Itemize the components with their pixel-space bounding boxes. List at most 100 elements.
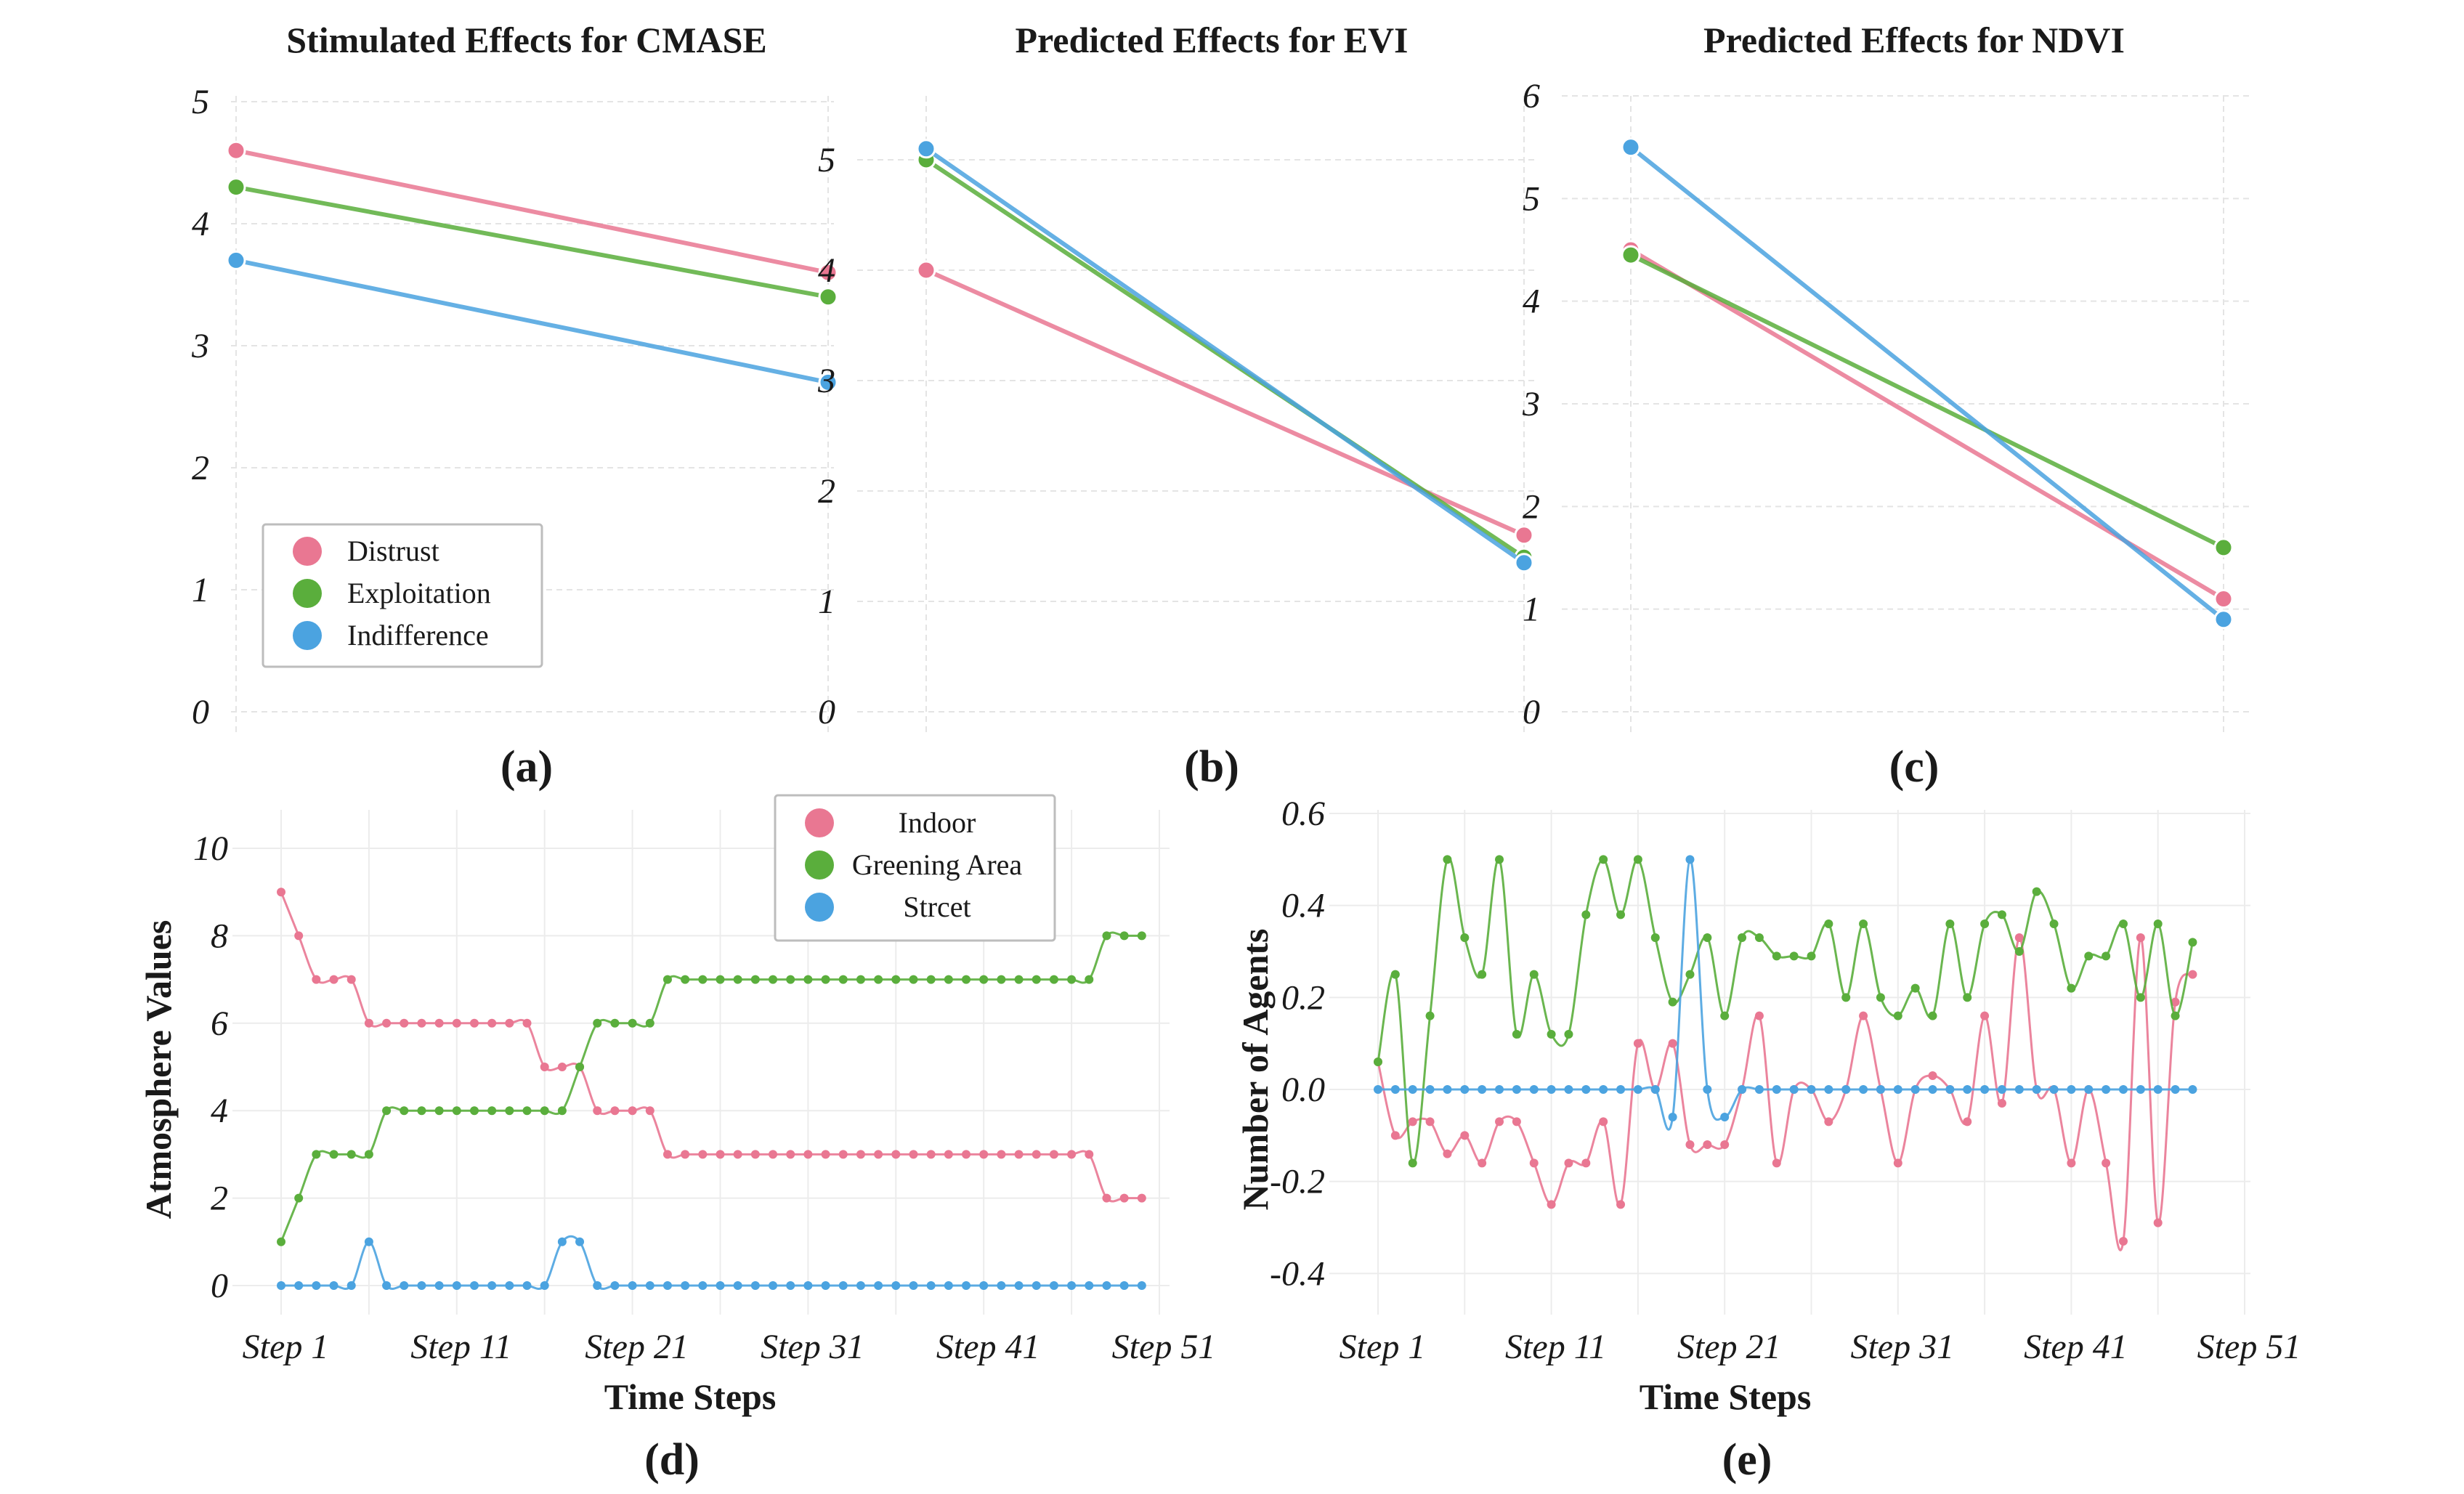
legend-label: Indifference [347, 619, 489, 651]
data-point-indoor [505, 1018, 514, 1028]
data-point-greening-area [1945, 919, 1955, 928]
data-point-greening-area [1703, 933, 1712, 942]
series-line-exploitation [234, 184, 830, 299]
data-point-street [1478, 1085, 1487, 1094]
data-point-street [1495, 1085, 1504, 1094]
ytick-label: 0 [1523, 693, 1540, 731]
series-line-distrust [234, 148, 830, 275]
data-point-street [1841, 1085, 1851, 1094]
data-point-exploitation [226, 177, 246, 198]
ytick-label: 3 [1522, 385, 1540, 423]
data-point-indifference [916, 139, 936, 159]
data-point-greening-area [1443, 855, 1452, 864]
panel-b: 0 1 2 3 4 5 Predicted Effects for EVI (b) [817, 20, 1539, 792]
data-point-street [575, 1237, 585, 1246]
data-point-greening-area [382, 1106, 392, 1116]
ytick-label: 5 [818, 141, 835, 179]
data-point-street [1529, 1085, 1539, 1094]
data-point-greening-area [1032, 975, 1041, 984]
xtick-label: Step 1 [1340, 1328, 1426, 1366]
data-point-street [1945, 1085, 1955, 1094]
data-point-street [1390, 1085, 1400, 1094]
data-point-street [838, 1281, 848, 1290]
data-point-greening-area [628, 1018, 637, 1028]
data-point-indoor [1754, 1011, 1764, 1020]
data-point-greening-area [1910, 983, 1920, 993]
legend-marker-exploitation [293, 579, 322, 608]
data-point-greening-area [505, 1106, 514, 1116]
legend-label: Distrust [347, 535, 439, 567]
ytick-label: 0.2 [1281, 978, 1325, 1017]
data-point-greening-area [1963, 993, 1972, 1002]
panel-label: (c) [1889, 742, 1940, 792]
data-point-street [1754, 1085, 1764, 1094]
data-point-street [1564, 1085, 1573, 1094]
legend-marker-greening-area [805, 850, 834, 880]
data-point-greening-area [662, 975, 672, 984]
data-point-greening-area [1633, 855, 1642, 864]
data-point-street [645, 1281, 654, 1290]
data-point-greening-area [2032, 887, 2041, 896]
data-point-indoor [2118, 1237, 2128, 1246]
ytick-label: 1 [818, 582, 835, 621]
chart-title: Stimulated Effects for CMASE [286, 20, 767, 60]
xtick-label: Step 21 [1677, 1328, 1781, 1366]
data-point-street [2136, 1085, 2145, 1094]
data-point-greening-area [1408, 1158, 1417, 1168]
ytick-label: 2 [192, 449, 209, 487]
data-point-indoor [346, 975, 356, 984]
data-point-greening-area [277, 1237, 285, 1246]
data-point-greening-area [1460, 933, 1470, 942]
data-point-indoor [2153, 1218, 2163, 1227]
data-point-indoor [1390, 1131, 1400, 1140]
data-point-greening-area [1720, 1011, 1730, 1020]
data-point-greening-area [681, 975, 690, 984]
data-point-greening-area [803, 975, 813, 984]
data-point-indoor [1032, 1150, 1041, 1159]
data-point-street [2188, 1085, 2197, 1094]
data-point-indoor [1049, 1150, 1058, 1159]
data-point-indoor [1460, 1131, 1470, 1140]
ytick-label: 8 [211, 917, 228, 955]
data-point-street [2032, 1085, 2041, 1094]
data-point-greening-area [979, 975, 989, 984]
data-point-greening-area [1014, 975, 1024, 984]
data-point-greening-area [962, 975, 971, 984]
data-point-street [346, 1281, 356, 1290]
xtick-label: Step 41 [2024, 1328, 2128, 1366]
data-point-street [662, 1281, 672, 1290]
panel-label: (d) [644, 1435, 700, 1485]
data-point-street [909, 1281, 918, 1290]
data-point-exploitation [818, 287, 838, 307]
data-point-street [979, 1281, 989, 1290]
data-point-greening-area [1824, 919, 1833, 928]
data-point-greening-area [1581, 910, 1591, 919]
data-point-greening-area [2171, 1011, 2180, 1020]
xtick-label: Step 51 [1112, 1328, 1216, 1366]
data-point-greening-area [1616, 910, 1626, 919]
legend-label: Exploitation [347, 577, 491, 609]
data-point-indoor [821, 1150, 830, 1159]
data-point-street [681, 1281, 690, 1290]
ytick-label: 1 [192, 571, 209, 609]
x-axis-label: Time Steps [1640, 1376, 1812, 1417]
data-point-greening-area [1102, 931, 1111, 941]
data-point-street [557, 1237, 567, 1246]
data-point-greening-area [1789, 951, 1799, 961]
data-point-indoor [487, 1018, 497, 1028]
data-point-indoor [681, 1150, 690, 1159]
ytick-label: 6 [211, 1004, 228, 1043]
legend-label: Indoor [899, 806, 976, 839]
data-point-indoor [1599, 1117, 1608, 1126]
data-point-street [1685, 855, 1695, 864]
data-point-indoor [1980, 1011, 1990, 1020]
data-point-greening-area [786, 975, 795, 984]
ytick-label: 0.0 [1281, 1071, 1325, 1109]
data-point-street [1650, 1085, 1660, 1094]
data-point-street [2102, 1085, 2111, 1094]
data-point-street [786, 1281, 795, 1290]
data-point-greening-area [645, 1018, 654, 1028]
data-point-indoor [1928, 1071, 1937, 1080]
data-point-street [2153, 1085, 2163, 1094]
data-point-indoor [997, 1150, 1006, 1159]
